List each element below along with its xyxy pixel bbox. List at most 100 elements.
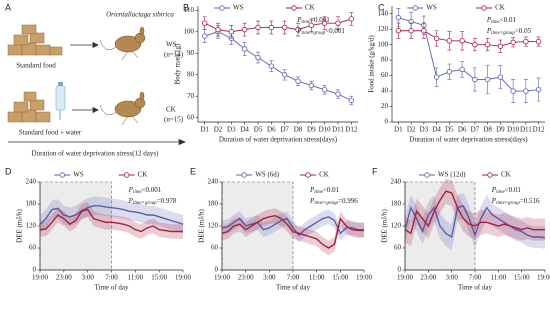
- annotation-text: =0.978: [157, 197, 177, 205]
- panel-letter: B: [183, 2, 189, 12]
- annotation-p: P: [309, 197, 315, 205]
- annotation-text: =0.996: [338, 197, 358, 205]
- annotation-text: <0.05: [515, 27, 532, 35]
- legend-label: CK: [138, 171, 148, 179]
- panel-letter: E: [190, 166, 196, 176]
- x-tick-label: D7: [471, 126, 480, 134]
- annotation: Ptime×group<0.05: [486, 27, 532, 37]
- marker: [335, 20, 341, 26]
- marker: [348, 16, 355, 22]
- mouse: [99, 26, 146, 126]
- marker: [497, 74, 504, 80]
- marker: [321, 87, 328, 93]
- legend-label: WS: [233, 4, 244, 12]
- y-tick-label: 60: [394, 244, 402, 252]
- series-line: [404, 190, 545, 235]
- arrows: [8, 41, 187, 146]
- annotation-p: P: [128, 186, 134, 194]
- panel-letter: A: [5, 2, 11, 12]
- y-axis-label: DEE (mJ/h): [16, 209, 24, 243]
- annotation-p: P: [296, 16, 302, 24]
- y-tick-label: 120: [378, 25, 389, 33]
- x-tick-label: 3:00: [445, 274, 458, 282]
- marker: [433, 74, 440, 80]
- x-tick-label: D12: [533, 126, 546, 134]
- y-axis-label: Body mass (g): [174, 43, 182, 85]
- marker: [348, 97, 355, 104]
- marker: [421, 28, 427, 34]
- confidence-band: [40, 202, 183, 239]
- x-tick-label: D3: [420, 126, 429, 134]
- panel-letter: F: [372, 166, 378, 176]
- series-line: [39, 205, 184, 225]
- annotation-sub: time: [491, 20, 500, 25]
- marker: [523, 38, 529, 45]
- annotation-sub: time×group: [133, 201, 157, 206]
- annotation-sub: time: [314, 190, 323, 195]
- x-tick-label: D6: [267, 126, 276, 134]
- x-tick-label: 11:00: [490, 274, 506, 282]
- x-tick-label: D12: [345, 126, 358, 134]
- y-tick-label: 20: [381, 102, 389, 110]
- marker: [535, 86, 542, 93]
- marker: [472, 41, 478, 48]
- y-tick-label: 0: [385, 118, 389, 126]
- y-tick-label: 240: [208, 178, 219, 186]
- legend-marker: [291, 5, 297, 11]
- marker: [446, 69, 453, 75]
- annotation: Ptime<0.001: [296, 16, 330, 26]
- confidence-band: [222, 209, 364, 243]
- marker: [459, 66, 465, 73]
- night-shade: [39, 181, 112, 271]
- marker: [295, 26, 301, 33]
- x-tick-label: 23:00: [420, 274, 436, 282]
- annotation: Ptime×group=0.996: [309, 197, 358, 207]
- marker: [395, 14, 402, 21]
- y-tick-label: 90: [187, 49, 195, 57]
- annotation-sub: time×group: [314, 201, 338, 206]
- annotation-p: P: [296, 27, 302, 35]
- x-tick-label: 7:00: [287, 274, 300, 282]
- x-tick-label: 3:00: [263, 274, 276, 282]
- x-tick-label: D1: [200, 126, 209, 134]
- annotation-sub: time: [301, 20, 310, 25]
- marker: [281, 24, 288, 31]
- confidence-band: [405, 193, 545, 250]
- x-tick-label: 11:00: [309, 274, 325, 282]
- x-tick-label: 7:00: [469, 274, 482, 282]
- y-tick-label: 70: [187, 92, 195, 100]
- x-axis-label: Time of day: [95, 284, 129, 292]
- x-tick-label: D10: [507, 126, 520, 134]
- y-tick-label: 180: [26, 200, 37, 208]
- y-tick-label: 240: [26, 178, 37, 186]
- group-n: (n=14): [164, 51, 184, 59]
- marker: [497, 43, 504, 49]
- y-tick-label: 110: [184, 6, 195, 14]
- y-tick-label: 80: [187, 70, 195, 78]
- x-tick-label: 15:00: [151, 274, 167, 282]
- marker: [484, 76, 491, 83]
- annotation-p: P: [486, 16, 492, 24]
- legend-marker: [59, 172, 65, 178]
- x-tick-label: 19:00: [32, 274, 48, 282]
- x-axis-label: Duration of water deprivation stress(day…: [409, 136, 528, 144]
- y-tick-label: 0: [33, 266, 37, 274]
- x-tick-label: 15:00: [332, 274, 348, 282]
- annotation-text: <0.001: [310, 16, 330, 24]
- x-axis-label: Time of day: [458, 284, 492, 292]
- marker: [268, 24, 275, 31]
- legend-label: WS (12d): [438, 171, 466, 179]
- x-tick-label: D9: [307, 126, 316, 134]
- legend-marker: [305, 172, 311, 178]
- marker: [201, 20, 208, 26]
- group-name: WS: [166, 41, 177, 49]
- annotation-sub: time×group: [496, 201, 520, 206]
- legend-marker: [412, 5, 418, 11]
- x-tick-label: D4: [432, 126, 441, 134]
- panel-letter: D: [5, 166, 12, 176]
- y-tick-label: 100: [378, 40, 389, 48]
- series-line: [221, 215, 364, 249]
- water-bottle: [55, 82, 66, 120]
- x-tick-label: 11:00: [127, 274, 143, 282]
- x-tick-label: D2: [214, 126, 223, 134]
